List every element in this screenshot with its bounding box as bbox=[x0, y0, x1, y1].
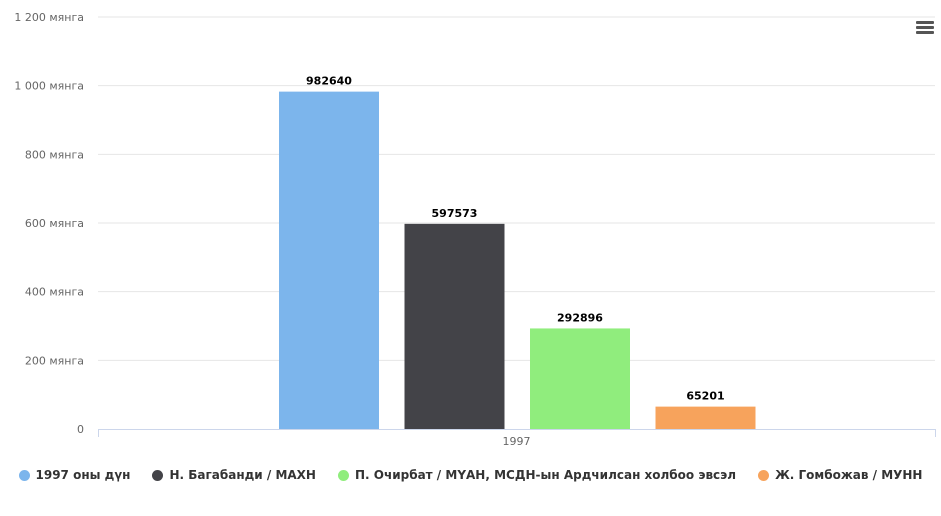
legend-marker-icon bbox=[337, 469, 349, 481]
data-label: 982640 bbox=[306, 75, 352, 88]
y-tick-label: 1 000 мянга bbox=[14, 80, 84, 93]
legend: 1997 оны дүн Н. Багабанди / МАХН П. Очирба… bbox=[0, 468, 941, 482]
legend-item[interactable]: П. Очирбат / МҮАН, МСДН-ын Ардчилсан хол… bbox=[337, 468, 737, 482]
legend-marker-icon bbox=[758, 469, 770, 481]
bar-2 bbox=[404, 223, 505, 429]
legend-marker-icon bbox=[18, 469, 30, 481]
y-tick-label: 800 мянга bbox=[25, 148, 84, 161]
bar-1 bbox=[279, 91, 379, 430]
legend-label: Ж. Гомбожав / МУНН bbox=[775, 468, 923, 482]
legend-item[interactable]: Н. Багабанди / МАХН bbox=[152, 468, 316, 482]
y-tick-label: 400 мянга bbox=[25, 286, 84, 299]
y-tick-label: 200 мянга bbox=[25, 354, 84, 367]
hamburger-menu-icon[interactable] bbox=[916, 21, 934, 37]
data-label: 65201 bbox=[686, 390, 724, 403]
legend-item[interactable]: Ж. Гомбожав / МУНН bbox=[758, 468, 922, 482]
legend-label: 1997 оны дүн bbox=[35, 468, 131, 482]
y-tick-label: 600 мянга bbox=[25, 217, 84, 230]
data-label: 292896 bbox=[557, 311, 603, 324]
legend-label: Н. Багабанди / МАХН bbox=[169, 468, 316, 482]
x-tick-label: 1997 bbox=[503, 435, 531, 448]
bar-4 bbox=[655, 406, 756, 429]
bar-3 bbox=[530, 328, 630, 429]
data-label: 597573 bbox=[432, 207, 478, 220]
legend-marker-icon bbox=[152, 469, 164, 481]
y-tick-label: 0 bbox=[77, 423, 84, 436]
y-tick-label: 1 200 мянга bbox=[14, 11, 84, 24]
legend-item[interactable]: 1997 оны дүн bbox=[18, 468, 131, 482]
legend-label: П. Очирбат / МҮАН, МСДН-ын Ардчилсан хол… bbox=[354, 468, 737, 482]
